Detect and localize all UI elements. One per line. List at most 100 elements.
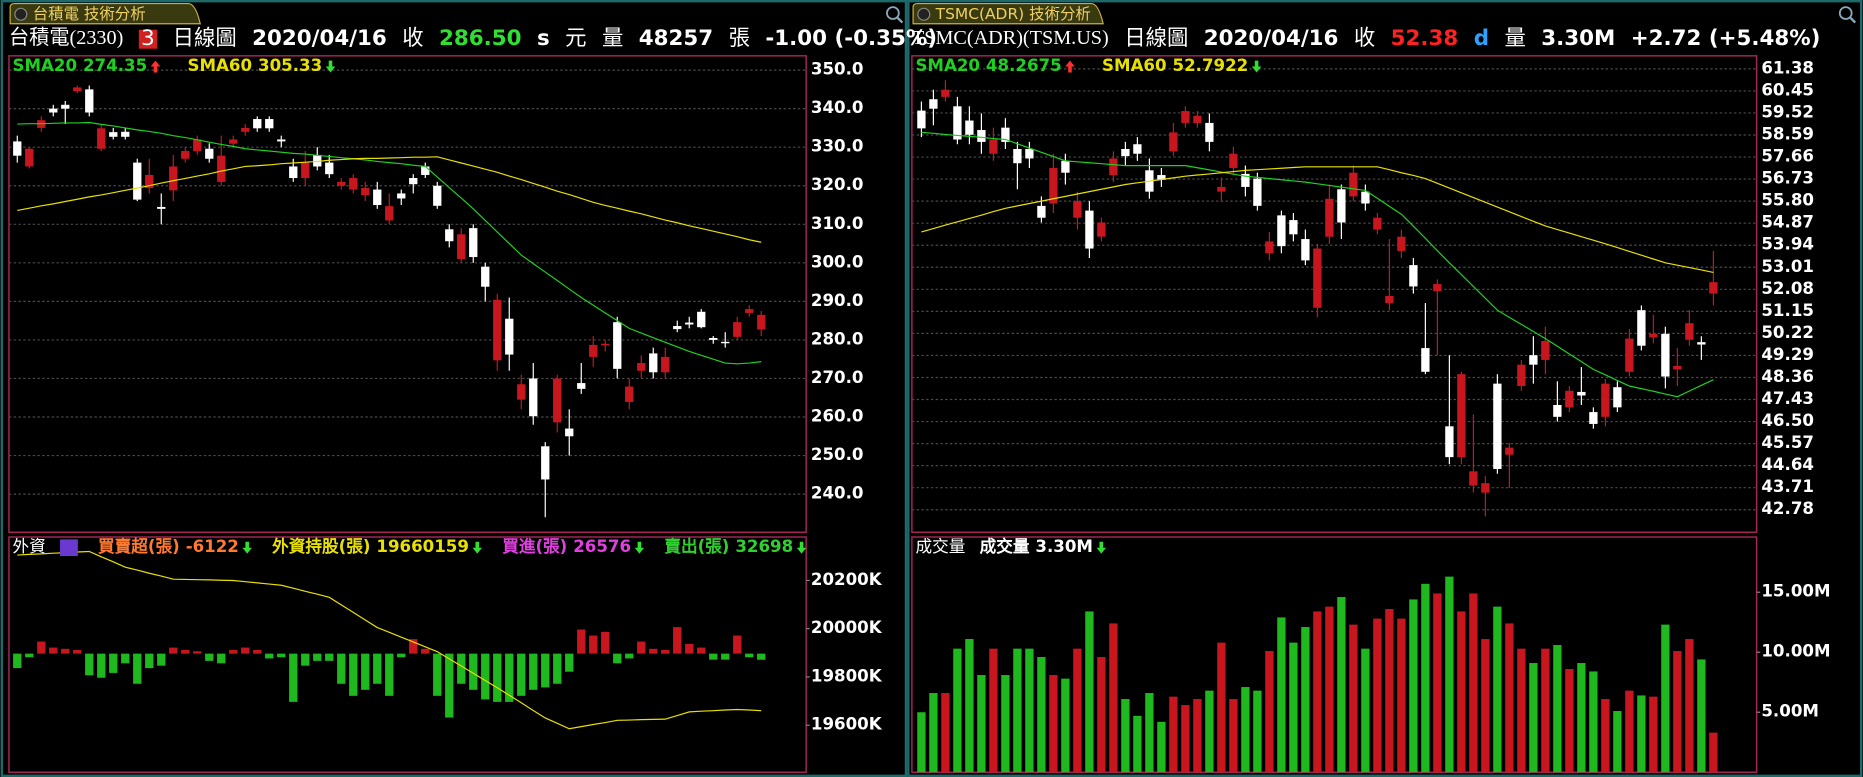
zoom-icon[interactable] (1838, 6, 1857, 24)
volume-bar (1433, 593, 1442, 773)
candle-body (1085, 210, 1094, 249)
volume-bar (1673, 651, 1682, 773)
volume-bar (941, 693, 950, 773)
candle-body (649, 353, 658, 373)
volume-bar (1265, 651, 1274, 773)
candle-body (1205, 122, 1214, 142)
legend-value: 52.7922 (1173, 56, 1249, 75)
y-tick-label: 10.00M (1761, 642, 1830, 661)
flow-bar (565, 653, 574, 672)
header-text: 日線圖 (173, 26, 237, 51)
candle-body (1457, 374, 1466, 458)
zoom-icon[interactable] (886, 6, 904, 24)
candle-body (625, 386, 634, 402)
y-tick-label: 44.64 (1761, 455, 1814, 474)
flow-bar (253, 650, 262, 654)
legend-value: 19660159 (376, 537, 469, 556)
volume-bar (1397, 618, 1406, 773)
candle-body (373, 189, 382, 206)
flow-bar (529, 653, 538, 690)
legend-name: 買賣超(張) (98, 536, 180, 556)
y-tick-label: 290.0 (811, 291, 864, 310)
legend-value: 3.30M (1035, 537, 1093, 556)
flow-bar (445, 653, 454, 718)
candle-body (733, 322, 742, 337)
legend-name: 買進(張) (502, 537, 567, 556)
header-text: 元 (565, 26, 586, 51)
candle-body (1301, 239, 1310, 261)
header-text: 量 (602, 26, 623, 51)
volume-bar (1589, 671, 1598, 773)
volume-bar (929, 693, 938, 773)
header-text: d (1474, 26, 1489, 51)
panel-title: 成交量 (915, 537, 965, 556)
flow-bar (97, 653, 106, 678)
flow-bar (49, 647, 58, 654)
volume-bar (1493, 606, 1502, 773)
volume-bar (1193, 699, 1202, 773)
candle-body (409, 178, 418, 185)
flow-bar (697, 647, 706, 654)
candle-body (1589, 412, 1598, 424)
volume-bar (917, 712, 926, 773)
candle-body (1325, 198, 1334, 237)
candle-body (541, 446, 550, 480)
flow-bar (313, 653, 322, 661)
candle-body (1661, 333, 1670, 377)
y-tick-label: 47.43 (1761, 389, 1814, 408)
volume-bar (1505, 623, 1514, 773)
flow-bar (685, 643, 694, 654)
candle-body (1109, 158, 1118, 176)
volume-bar (1253, 690, 1262, 773)
header-text: 收 (1354, 26, 1375, 51)
candle-body (217, 155, 226, 182)
volume-bar (1421, 583, 1430, 773)
header-text: 量 (1504, 26, 1525, 51)
tab-title: 台積電 技術分析 (33, 5, 146, 23)
flow-bar (241, 647, 250, 654)
candle-body (121, 131, 130, 137)
candle-body (229, 139, 238, 144)
holding-line (17, 550, 762, 730)
y-tick-label: 56.73 (1761, 169, 1814, 188)
candle-body (397, 193, 406, 199)
candle-body (1013, 148, 1022, 164)
header-text: 52.38 (1391, 26, 1459, 51)
candle-body (941, 89, 950, 97)
candle-body (445, 229, 454, 242)
y-tick-label: 51.15 (1761, 301, 1814, 320)
candle-body (1337, 189, 1346, 223)
candle-body (73, 87, 82, 92)
volume-bar (1685, 639, 1694, 773)
flow-bar (217, 653, 226, 664)
flow-bar (421, 648, 430, 654)
candle-body (589, 344, 598, 357)
candle-body (1277, 215, 1286, 247)
flow-bar (541, 653, 550, 688)
candle-body (709, 337, 718, 340)
y-tick-label: 61.38 (1761, 58, 1814, 77)
candle-body (613, 322, 622, 369)
legend-value: 48.2675 (986, 56, 1062, 75)
candle-body (481, 266, 490, 287)
candle-body (493, 299, 502, 361)
candle-body (1241, 173, 1250, 187)
volume-bar (1085, 611, 1094, 773)
volume-bar (1205, 690, 1214, 773)
candle-body (1445, 426, 1454, 458)
flow-bar (709, 653, 718, 660)
tab-title: TSMC(ADR) 技術分析 (935, 5, 1091, 23)
candle-body (529, 378, 538, 417)
y-tick-label: 48.36 (1761, 367, 1814, 386)
flow-bar (277, 653, 286, 658)
candle-body (1673, 365, 1682, 370)
volume-bar (1709, 732, 1718, 773)
volume-bar (977, 675, 986, 773)
header-text: 張 (729, 26, 750, 51)
volume-bar (1229, 699, 1238, 773)
candle-body (1541, 340, 1550, 360)
candle-body (757, 314, 766, 330)
legend-name: SMA60 (188, 56, 253, 75)
candle-body (1637, 310, 1646, 346)
